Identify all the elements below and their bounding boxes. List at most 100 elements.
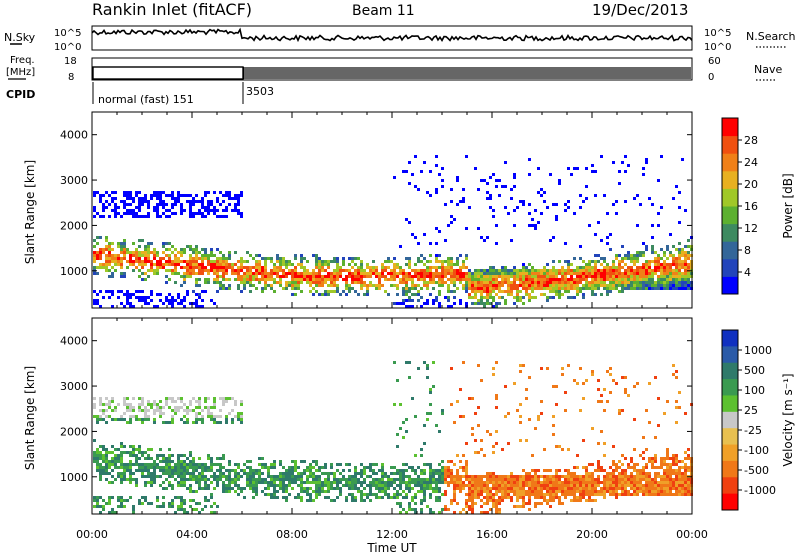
heatmap-cell: [225, 278, 228, 281]
heatmap-cell: [195, 212, 198, 215]
heatmap-cell: [681, 266, 684, 269]
heatmap-cell: [327, 475, 330, 478]
heatmap-cell: [213, 191, 216, 194]
heatmap-cell: [438, 469, 441, 472]
heatmap-cell: [162, 457, 165, 460]
heatmap-cell: [420, 260, 423, 263]
heatmap-cell: [96, 254, 99, 257]
heatmap-cell: [486, 472, 489, 475]
heatmap-cell: [612, 287, 615, 290]
heatmap-cell: [165, 215, 168, 218]
heatmap-cell: [663, 284, 666, 287]
heatmap-cell: [687, 254, 690, 257]
heatmap-cell: [288, 466, 291, 469]
heatmap-cell: [171, 487, 174, 490]
heatmap-cell: [291, 478, 294, 481]
heatmap-cell: [405, 257, 408, 260]
heatmap-cell: [351, 281, 354, 284]
heatmap-cell: [537, 275, 540, 278]
heatmap-cell: [132, 263, 135, 266]
heatmap-cell: [420, 272, 423, 275]
heatmap-cell: [687, 469, 690, 472]
heatmap-cell: [156, 293, 159, 296]
heatmap-cell: [174, 466, 177, 469]
heatmap-cell: [375, 484, 378, 487]
heatmap-cell: [354, 269, 357, 272]
heatmap-cell: [429, 281, 432, 284]
heatmap-cell: [438, 463, 441, 466]
heatmap-cell: [144, 200, 147, 203]
heatmap-cell: [240, 212, 243, 215]
heatmap-cell: [666, 463, 669, 466]
heatmap-cell: [498, 272, 501, 275]
heatmap-cell: [495, 224, 498, 227]
heatmap-cell: [504, 161, 507, 164]
heatmap-cell: [675, 266, 678, 269]
heatmap-cell: [396, 379, 399, 382]
heatmap-cell: [174, 266, 177, 269]
heatmap-cell: [210, 251, 213, 254]
heatmap-cell: [255, 469, 258, 472]
heatmap-cell: [207, 200, 210, 203]
heatmap-cell: [213, 397, 216, 400]
heatmap-cell: [594, 481, 597, 484]
heatmap-cell: [681, 460, 684, 463]
heatmap-cell: [597, 272, 600, 275]
heatmap-cell: [669, 287, 672, 290]
heatmap-cell: [546, 469, 549, 472]
heatmap-cell: [192, 290, 195, 293]
heatmap-cell: [279, 460, 282, 463]
heatmap-cell: [306, 487, 309, 490]
heatmap-cell: [588, 475, 591, 478]
heatmap-cell: [126, 251, 129, 254]
heatmap-cell: [435, 164, 438, 167]
heatmap-cell: [333, 478, 336, 481]
heatmap-cell: [195, 412, 198, 415]
heatmap-cell: [279, 263, 282, 266]
heatmap-cell: [144, 251, 147, 254]
heatmap-cell: [114, 212, 117, 215]
heatmap-cell: [573, 466, 576, 469]
heatmap-cell: [372, 472, 375, 475]
heatmap-cell: [180, 406, 183, 409]
heatmap-cell: [402, 463, 405, 466]
heatmap-cell: [666, 257, 669, 260]
heatmap-cell: [261, 272, 264, 275]
heatmap-cell: [612, 478, 615, 481]
heatmap-cell: [384, 475, 387, 478]
heatmap-cell: [216, 481, 219, 484]
heatmap-cell: [360, 287, 363, 290]
heatmap-cell: [645, 481, 648, 484]
heatmap-cell: [282, 478, 285, 481]
heatmap-cell: [534, 278, 537, 281]
heatmap-cell: [663, 481, 666, 484]
heatmap-cell: [255, 287, 258, 290]
heatmap-cell: [213, 266, 216, 269]
heatmap-cell: [237, 415, 240, 418]
heatmap-cell: [207, 484, 210, 487]
heatmap-cell: [597, 379, 600, 382]
heatmap-cell: [618, 275, 621, 278]
heatmap-cell: [585, 475, 588, 478]
heatmap-cell: [561, 373, 564, 376]
heatmap-cell: [252, 278, 255, 281]
heatmap-cell: [105, 478, 108, 481]
heatmap-cell: [426, 376, 429, 379]
heatmap-cell: [519, 275, 522, 278]
heatmap-cell: [687, 490, 690, 493]
heatmap-cell: [639, 472, 642, 475]
heatmap-cell: [384, 290, 387, 293]
heatmap-cell: [531, 224, 534, 227]
heatmap-cell: [270, 269, 273, 272]
heatmap-cell: [522, 281, 525, 284]
heatmap-cell: [255, 493, 258, 496]
heatmap-cell: [357, 275, 360, 278]
heatmap-cell: [285, 287, 288, 290]
heatmap-cell: [207, 415, 210, 418]
heatmap-cell: [597, 442, 600, 445]
heatmap-cell: [207, 260, 210, 263]
heatmap-cell: [555, 481, 558, 484]
heatmap-cell: [306, 275, 309, 278]
heatmap-cell: [486, 487, 489, 490]
heatmap-cell: [144, 484, 147, 487]
